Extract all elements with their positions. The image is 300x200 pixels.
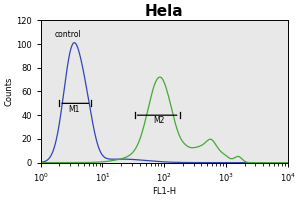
Y-axis label: Counts: Counts — [4, 77, 13, 106]
X-axis label: FL1-H: FL1-H — [152, 187, 176, 196]
Text: control: control — [54, 30, 81, 39]
Text: M2: M2 — [153, 116, 164, 125]
Title: Hela: Hela — [145, 4, 184, 19]
Text: M1: M1 — [68, 105, 80, 114]
